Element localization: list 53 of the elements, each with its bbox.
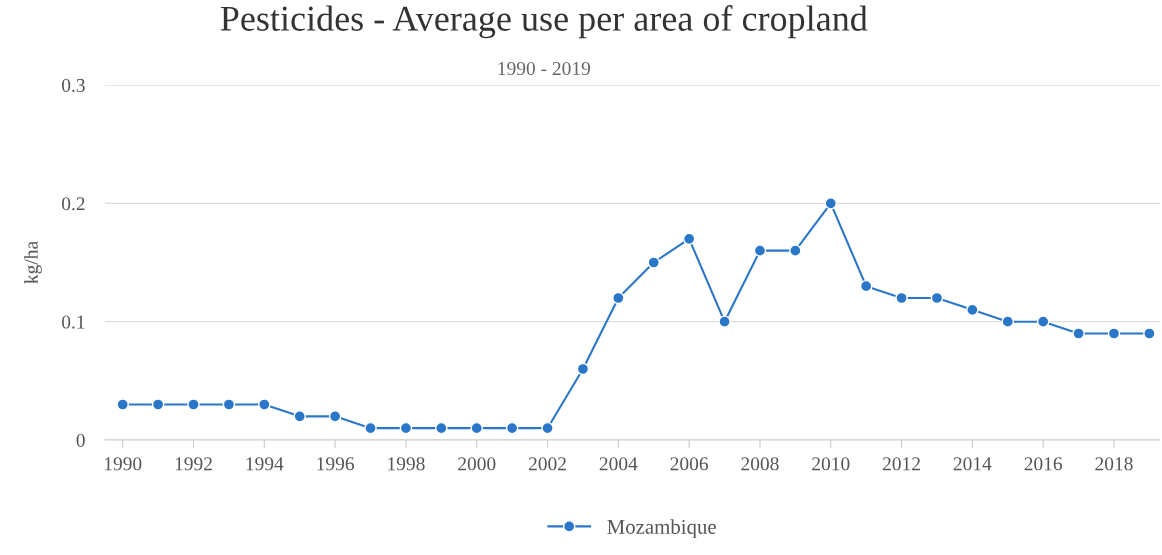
- point: [895, 291, 908, 305]
- x-tick-label: 2004: [599, 457, 638, 471]
- x-tick-label: 2018: [1095, 457, 1133, 471]
- y-tick-label: 0: [76, 433, 85, 447]
- point: [222, 398, 236, 411]
- point: [1143, 327, 1156, 340]
- point: [966, 303, 979, 317]
- point: [612, 291, 625, 305]
- legend-label: Mozambique: [607, 519, 716, 539]
- point: [505, 421, 519, 435]
- point: [789, 244, 802, 257]
- point: [1036, 315, 1050, 328]
- y-tick-label: 0.3: [61, 78, 85, 93]
- x-tick-label: 1990: [104, 457, 142, 471]
- point: [187, 398, 200, 411]
- y-tick-label: 0.1: [61, 315, 85, 329]
- y-axis-title: kg/ha: [24, 241, 42, 284]
- x-tick-label: 2002: [528, 457, 566, 471]
- point: [718, 315, 731, 328]
- point: [364, 421, 377, 435]
- x-tick-label: 1998: [388, 457, 425, 471]
- point: [116, 398, 129, 411]
- point: [682, 232, 696, 246]
- x-tick-label: 1994: [246, 457, 284, 471]
- x-tick-label: 2012: [882, 457, 920, 471]
- x-tick-label: 1996: [317, 457, 354, 471]
- x-tick-label: 2008: [741, 457, 779, 471]
- y-tick-label: 0.2: [61, 197, 85, 211]
- point: [647, 256, 660, 269]
- point: [293, 410, 306, 423]
- point: [328, 410, 342, 423]
- point: [824, 197, 838, 210]
- point: [435, 421, 448, 435]
- point: [930, 291, 944, 305]
- chart-subtitle: 1990 - 2019: [498, 61, 591, 76]
- point: [1072, 327, 1085, 340]
- point: [541, 421, 554, 435]
- x-tick-label: 2014: [953, 457, 992, 471]
- point: [1001, 315, 1015, 328]
- point: [859, 279, 873, 293]
- x-tick-label: 1992: [175, 457, 212, 471]
- point: [470, 421, 483, 435]
- x-tick-label: 2016: [1024, 457, 1063, 471]
- point: [1107, 327, 1121, 340]
- point: [258, 398, 271, 411]
- x-tick-label: 2000: [458, 457, 496, 471]
- point: [576, 362, 590, 376]
- point: [753, 244, 767, 257]
- chart-title: Pesticides - Average use per area of cropland: [220, 5, 868, 39]
- x-tick-label: 2010: [812, 457, 850, 471]
- point: [151, 398, 165, 411]
- x-tick-label: 2006: [670, 457, 709, 471]
- point: [399, 421, 413, 435]
